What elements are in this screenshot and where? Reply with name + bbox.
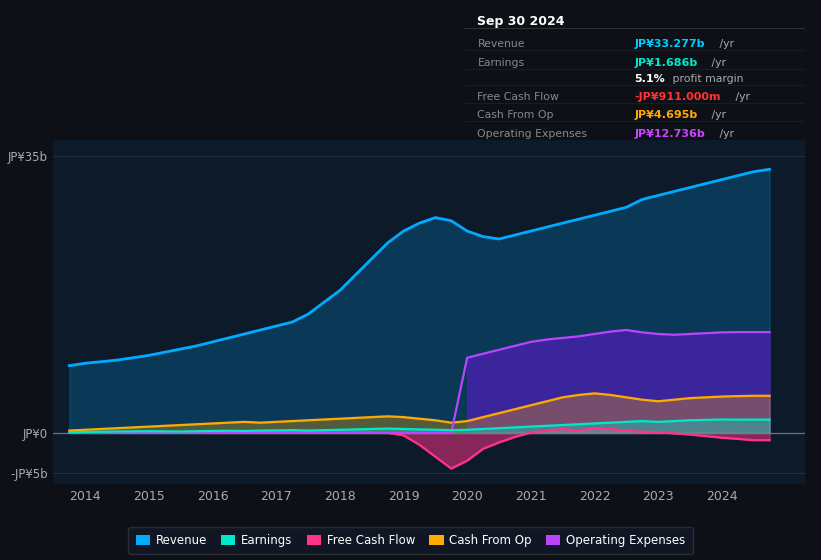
Text: /yr: /yr bbox=[716, 129, 734, 139]
Text: profit margin: profit margin bbox=[669, 74, 744, 84]
Text: Sep 30 2024: Sep 30 2024 bbox=[478, 15, 565, 28]
Text: JP¥12.736b: JP¥12.736b bbox=[635, 129, 705, 139]
Text: JP¥1.686b: JP¥1.686b bbox=[635, 58, 698, 68]
Text: JP¥33.277b: JP¥33.277b bbox=[635, 39, 704, 49]
Text: 5.1%: 5.1% bbox=[635, 74, 665, 84]
Text: /yr: /yr bbox=[709, 110, 726, 120]
Text: /yr: /yr bbox=[709, 58, 726, 68]
Text: Revenue: Revenue bbox=[478, 39, 525, 49]
Legend: Revenue, Earnings, Free Cash Flow, Cash From Op, Operating Expenses: Revenue, Earnings, Free Cash Flow, Cash … bbox=[128, 527, 693, 554]
Text: Earnings: Earnings bbox=[478, 58, 525, 68]
Text: Operating Expenses: Operating Expenses bbox=[478, 129, 588, 139]
Text: Cash From Op: Cash From Op bbox=[478, 110, 554, 120]
Text: /yr: /yr bbox=[716, 39, 734, 49]
Text: /yr: /yr bbox=[732, 92, 750, 102]
Text: -JP¥911.000m: -JP¥911.000m bbox=[635, 92, 721, 102]
Text: JP¥4.695b: JP¥4.695b bbox=[635, 110, 698, 120]
Text: Free Cash Flow: Free Cash Flow bbox=[478, 92, 559, 102]
